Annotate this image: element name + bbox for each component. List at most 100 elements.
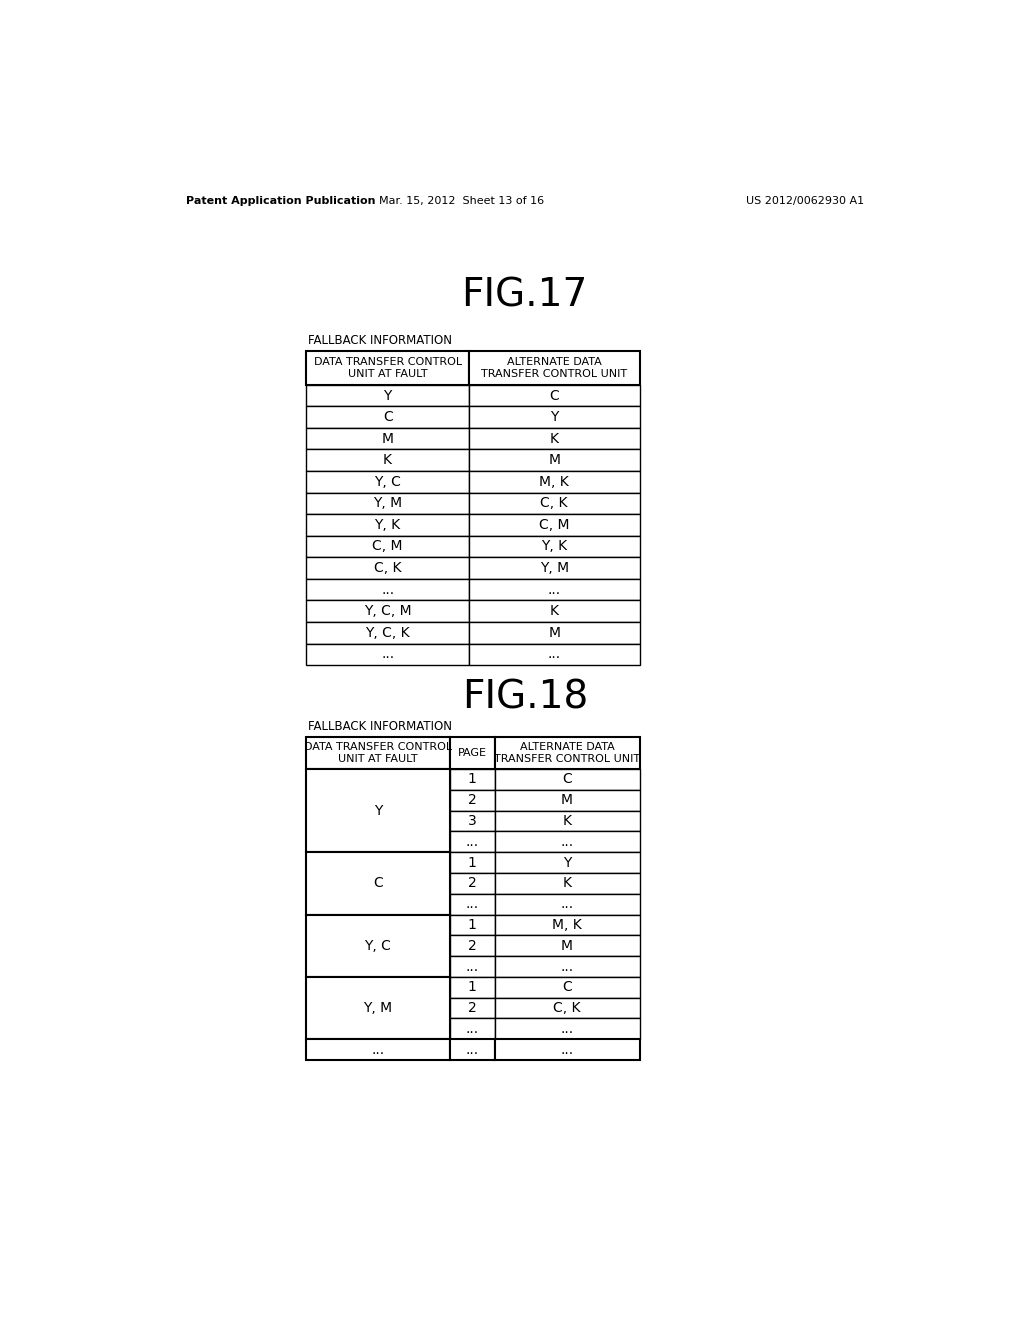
Bar (306, 853, 450, 915)
Bar (450, 998, 495, 1019)
Text: M: M (561, 793, 573, 808)
Text: DATA TRANSFER CONTROL
UNIT AT FAULT: DATA TRANSFER CONTROL UNIT AT FAULT (304, 742, 452, 764)
Text: ...: ... (372, 1043, 384, 1057)
Bar (469, 428, 640, 449)
Bar (469, 515, 640, 536)
Bar (450, 915, 495, 936)
Text: C: C (549, 388, 559, 403)
Bar (495, 810, 640, 832)
Text: C, K: C, K (541, 496, 568, 511)
Text: ...: ... (560, 834, 573, 849)
Bar (306, 622, 469, 644)
Text: ...: ... (560, 960, 573, 974)
Bar (495, 1039, 640, 1060)
Text: C: C (383, 411, 392, 424)
Bar (450, 832, 495, 853)
Text: M: M (561, 939, 573, 953)
Bar (306, 737, 450, 770)
Text: ...: ... (381, 647, 394, 661)
Text: M, K: M, K (540, 475, 569, 488)
Text: ...: ... (381, 582, 394, 597)
Bar (495, 853, 640, 873)
Bar (495, 1019, 640, 1039)
Bar (469, 492, 640, 513)
Text: M: M (548, 626, 560, 640)
Text: Y, C, K: Y, C, K (366, 626, 410, 640)
Bar (450, 936, 495, 956)
Bar (306, 770, 450, 853)
Bar (495, 873, 640, 894)
Text: Y: Y (550, 411, 558, 424)
Text: Y: Y (563, 855, 571, 870)
Text: C, K: C, K (553, 1001, 581, 1015)
Text: ALTERNATE DATA
TRANSFER CONTROL UNIT: ALTERNATE DATA TRANSFER CONTROL UNIT (481, 356, 628, 379)
Bar (306, 428, 469, 449)
Bar (469, 644, 640, 665)
Text: C, M: C, M (539, 517, 569, 532)
Text: K: K (550, 432, 559, 446)
Text: Y, M: Y, M (364, 1001, 392, 1015)
Text: Y, K: Y, K (375, 517, 400, 532)
Text: C: C (562, 772, 572, 787)
Text: DATA TRANSFER CONTROL
UNIT AT FAULT: DATA TRANSFER CONTROL UNIT AT FAULT (313, 356, 462, 379)
Bar (469, 351, 640, 385)
Text: 2: 2 (468, 1001, 476, 1015)
Bar (495, 737, 640, 770)
Text: 2: 2 (468, 793, 476, 808)
Text: C, M: C, M (373, 540, 402, 553)
Text: Y, C: Y, C (365, 939, 391, 953)
Bar (306, 407, 469, 428)
Bar (469, 449, 640, 471)
Bar (495, 832, 640, 853)
Bar (306, 351, 469, 385)
Text: FIG.18: FIG.18 (462, 678, 588, 717)
Text: C: C (373, 876, 383, 891)
Bar (450, 789, 495, 810)
Text: ...: ... (560, 898, 573, 911)
Text: ...: ... (560, 1043, 573, 1057)
Text: Y, M: Y, M (373, 496, 402, 511)
Text: K: K (562, 876, 571, 891)
Bar (450, 1039, 495, 1060)
Text: M: M (382, 432, 393, 446)
Bar (450, 810, 495, 832)
Bar (469, 557, 640, 578)
Bar (306, 977, 450, 1039)
Bar (469, 536, 640, 557)
Bar (306, 492, 469, 513)
Text: FALLBACK INFORMATION: FALLBACK INFORMATION (308, 334, 452, 347)
Bar (495, 770, 640, 789)
Text: 1: 1 (468, 917, 476, 932)
Text: Y: Y (383, 388, 392, 403)
Bar (306, 1039, 450, 1060)
Text: 3: 3 (468, 814, 476, 828)
Text: ...: ... (466, 960, 478, 974)
Bar (469, 385, 640, 407)
Bar (450, 977, 495, 998)
Text: US 2012/0062930 A1: US 2012/0062930 A1 (746, 195, 864, 206)
Bar (306, 385, 469, 407)
Bar (450, 873, 495, 894)
Text: FALLBACK INFORMATION: FALLBACK INFORMATION (308, 721, 452, 733)
Text: Y, K: Y, K (542, 540, 567, 553)
Text: K: K (562, 814, 571, 828)
Text: C: C (562, 981, 572, 994)
Text: ...: ... (466, 1022, 478, 1036)
Text: K: K (383, 453, 392, 467)
Text: ...: ... (560, 1022, 573, 1036)
Bar (306, 536, 469, 557)
Text: 2: 2 (468, 939, 476, 953)
Bar (450, 956, 495, 977)
Text: ...: ... (466, 834, 478, 849)
Bar (495, 789, 640, 810)
Bar (495, 915, 640, 936)
Text: Y, C: Y, C (374, 475, 401, 488)
Bar (469, 407, 640, 428)
Bar (450, 770, 495, 789)
Bar (469, 471, 640, 492)
Bar (450, 894, 495, 915)
Text: Y: Y (374, 804, 382, 817)
Bar (469, 578, 640, 601)
Bar (306, 644, 469, 665)
Bar (450, 1019, 495, 1039)
